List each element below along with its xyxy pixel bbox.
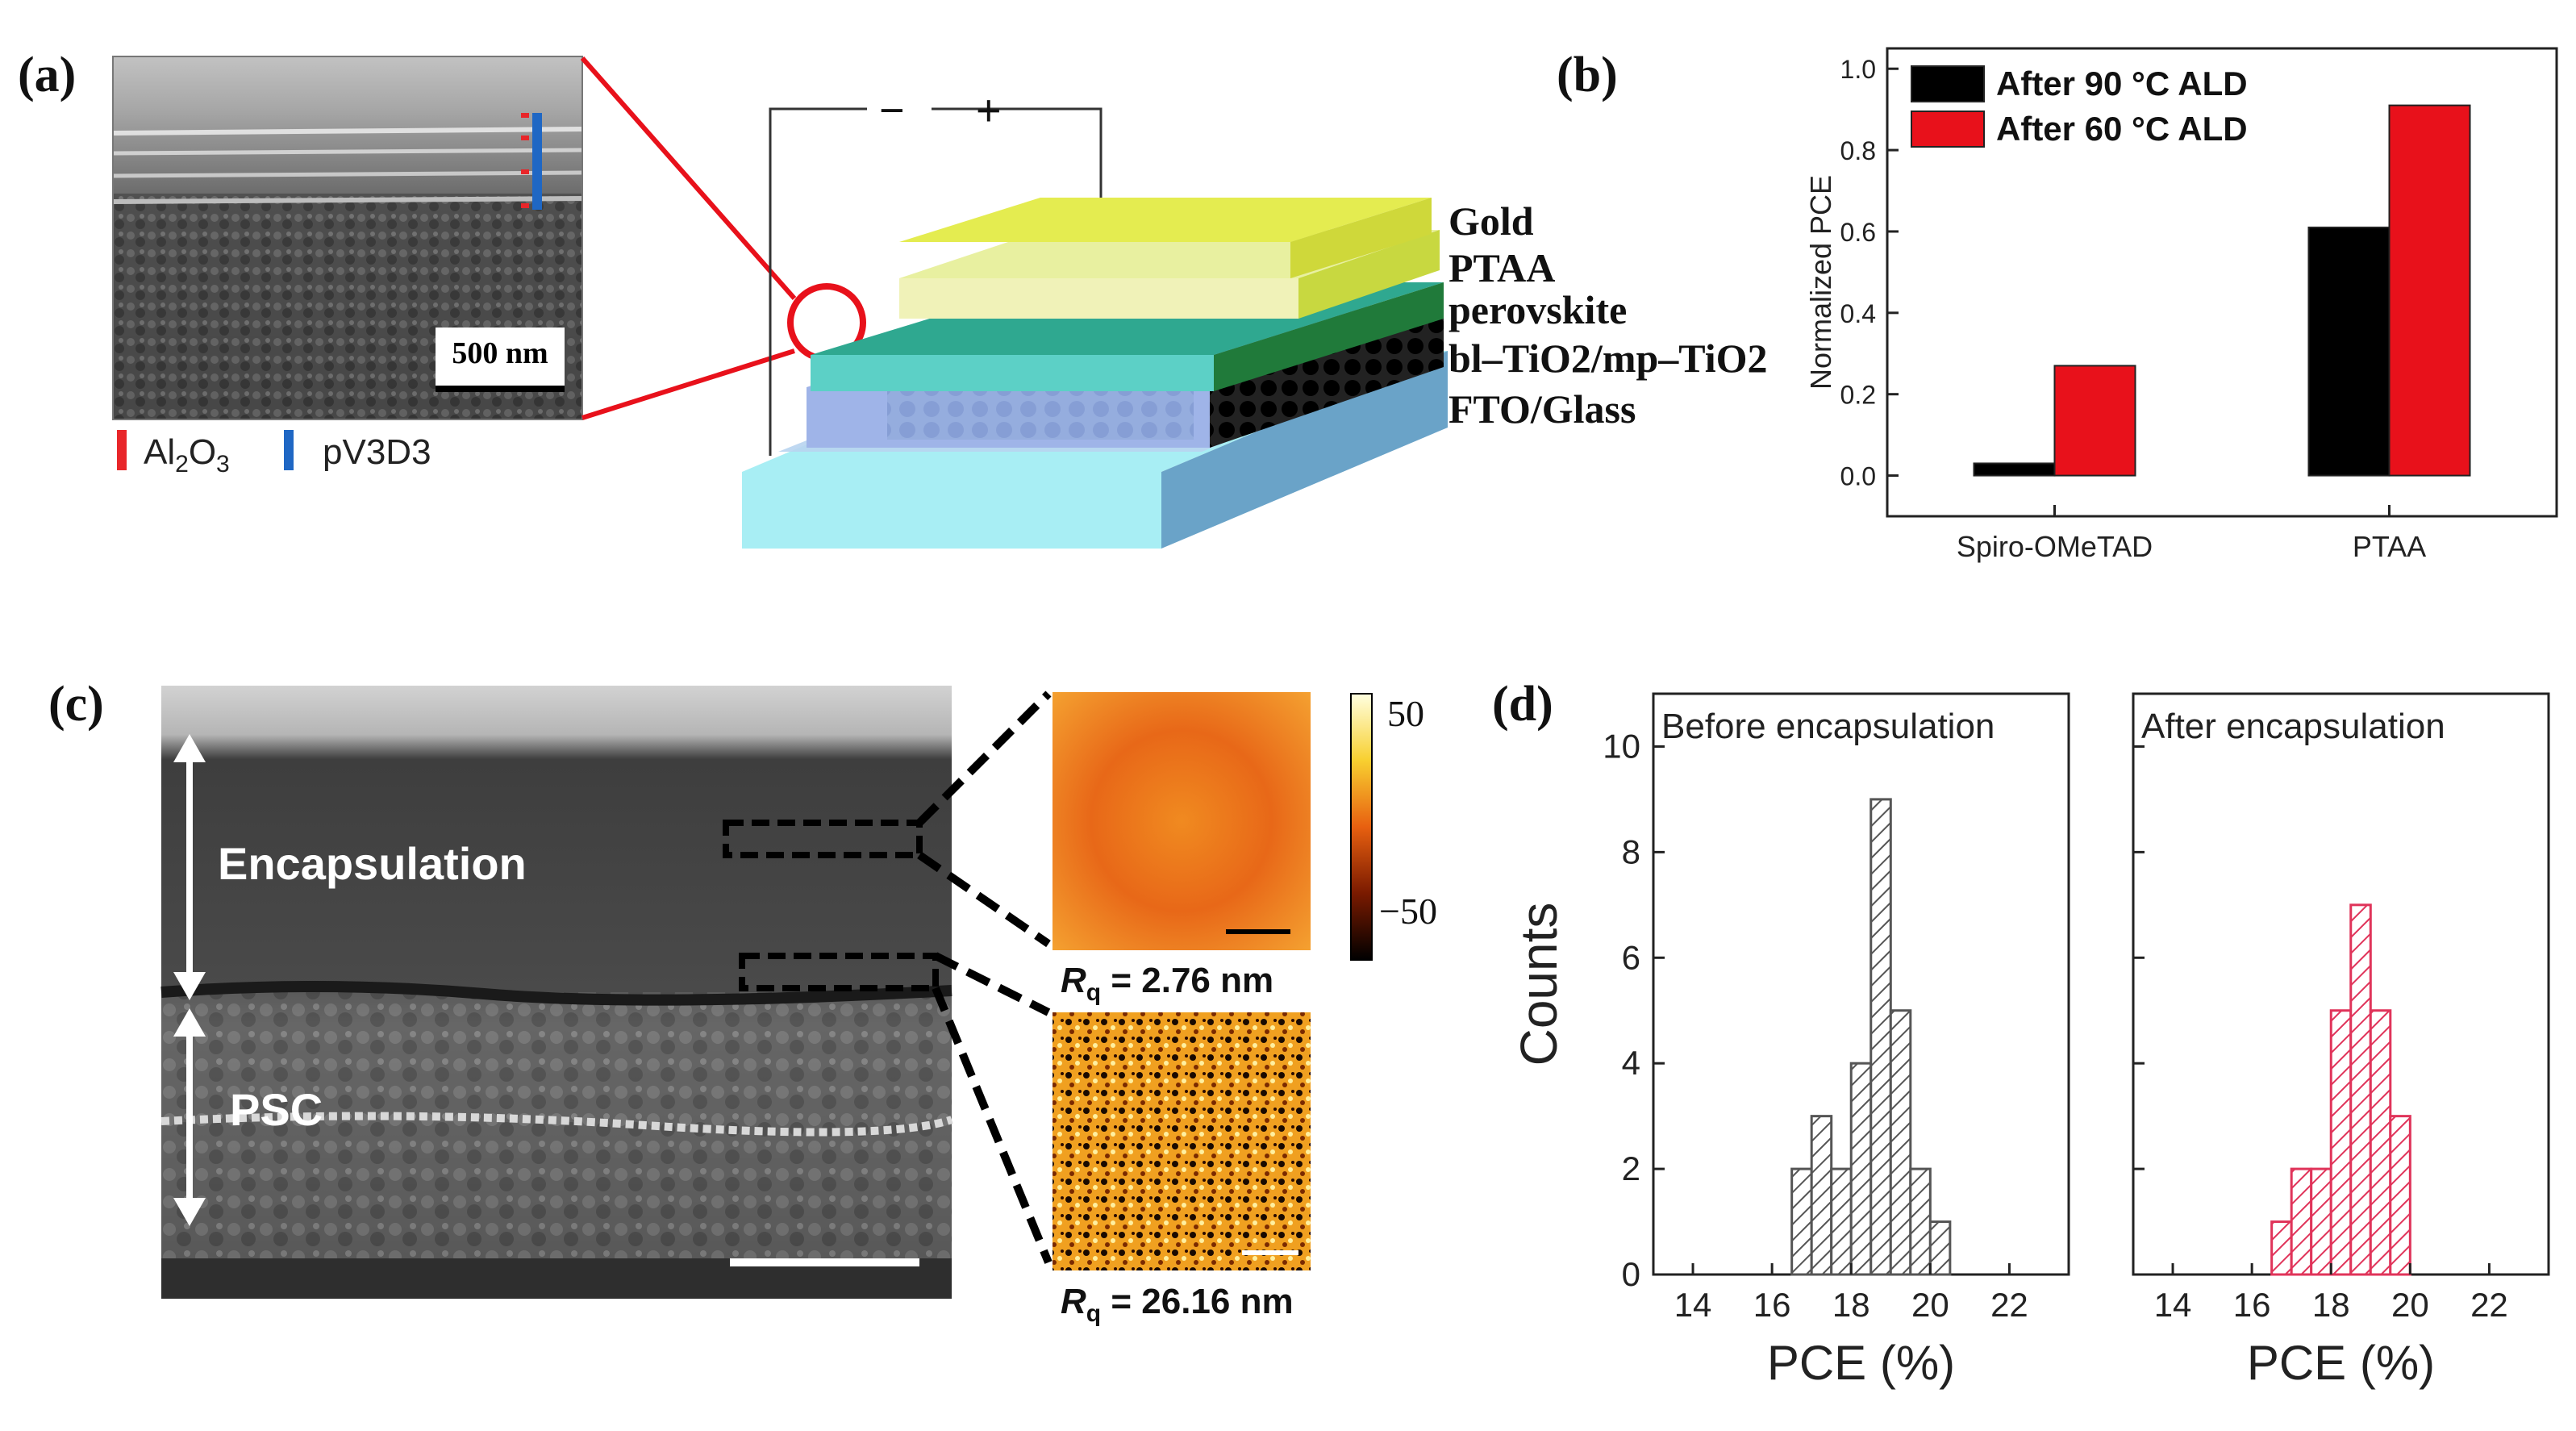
histogram-bar-before xyxy=(1810,1115,1833,1276)
histogram-title-after: After encapsulation xyxy=(2141,707,2445,746)
roi-box-encapsulation xyxy=(723,820,923,858)
y-tick-label-d: 4 xyxy=(1622,1044,1640,1082)
bar-after-90c xyxy=(2307,226,2391,477)
pv3d3-legend-label: pV3D3 xyxy=(323,432,431,472)
y-axis-label-d: Counts xyxy=(1510,903,1568,1066)
sem-cross-section-a: 500 nm xyxy=(112,56,583,420)
pv3d3-legend-swatch xyxy=(284,430,294,470)
histogram-title-before: Before encapsulation xyxy=(1661,707,1995,746)
legend-label-b: After 60 °C ALD xyxy=(1996,110,2248,148)
histogram-bar-before xyxy=(1909,1167,1932,1276)
psc-label: PSC xyxy=(230,1084,323,1135)
histogram-bar-before xyxy=(1869,798,1892,1276)
histogram-bar-after xyxy=(2310,1167,2332,1276)
bar-after-60c xyxy=(2053,365,2136,477)
device-stack xyxy=(742,198,1448,549)
x-tick-label-b: PTAA xyxy=(2353,530,2426,563)
colorbar-max-label: 50 xyxy=(1387,693,1424,734)
y-tick-label-b: 1.0 xyxy=(1840,55,1876,84)
y-tick-label-b: 0.6 xyxy=(1840,218,1876,247)
al2o3-legend-swatch xyxy=(117,430,127,470)
y-tick-label-b: 0.0 xyxy=(1840,462,1876,491)
bar-after-90c xyxy=(1973,462,2056,477)
legend-swatch-b xyxy=(1911,111,1985,148)
x-tick-label-d: 18 xyxy=(1832,1286,1870,1324)
al2o3-legend-label: Al2O3 xyxy=(144,432,230,478)
layer-label-gold: Gold xyxy=(1448,198,1534,244)
histogram-bar-after xyxy=(2270,1220,2293,1276)
y-tick-label-d: 0 xyxy=(1622,1255,1640,1293)
afm-image-psc xyxy=(1052,1012,1311,1270)
legend-label-b: After 90 °C ALD xyxy=(1996,65,2248,102)
y-tick-label-b: 0.2 xyxy=(1840,381,1876,410)
layer-label-ptaa: PTAA xyxy=(1448,245,1556,290)
histogram-bar-before xyxy=(1889,1009,1912,1276)
x-tick-label-d: 16 xyxy=(1753,1286,1791,1324)
y-tick-label-d: 10 xyxy=(1603,727,1640,765)
panel-label-b: (b) xyxy=(1557,48,1618,102)
layer-label-fto: FTO/Glass xyxy=(1448,386,1636,432)
x-tick-label-d: 20 xyxy=(1911,1286,1949,1324)
colorbar-min-label: −50 xyxy=(1379,891,1437,932)
terminal-plus: + xyxy=(976,86,1002,135)
bar-after-60c xyxy=(2388,104,2471,477)
legend-swatch-b xyxy=(1911,65,1985,102)
x-tick-label-b: Spiro-OMeTAD xyxy=(1957,530,2153,563)
panel-label-c: (c) xyxy=(48,677,104,732)
x-axis-label-after: PCE (%) xyxy=(2247,1336,2435,1390)
layer-label-perovskite: perovskite xyxy=(1448,287,1628,332)
y-tick-label-b: 0.8 xyxy=(1840,136,1876,165)
chart-b-frame xyxy=(1886,47,2558,518)
histogram-bar-after xyxy=(2389,1115,2411,1276)
histogram-bar-after xyxy=(2329,1009,2353,1276)
y-axis-label-b: Normalized PCE xyxy=(1804,175,1837,390)
rq-label-top: Rq = 2.76 nm xyxy=(1061,961,1273,1006)
y-tick-label-b: 0.4 xyxy=(1840,299,1876,328)
y-tick-label-d: 8 xyxy=(1622,832,1640,870)
pv3d3-marker xyxy=(532,113,542,210)
scale-bar-label-a: 500 nm xyxy=(452,336,548,370)
panel-d-histograms: Before encapsulation 14 16 18 20 22 PCE (%) 0 2 4… xyxy=(1510,692,2550,1390)
histogram-bar-before xyxy=(1928,1220,1952,1276)
histogram-bar-after xyxy=(2349,903,2372,1276)
histogram-bar-before xyxy=(1830,1167,1853,1276)
panel-a-legend: Al2O3 pV3D3 xyxy=(117,430,431,478)
x-tick-label-d: 22 xyxy=(2470,1286,2508,1324)
terminal-minus: − xyxy=(879,86,905,135)
panel-label-d: (d) xyxy=(1492,677,1553,732)
x-tick-label-d: 20 xyxy=(2391,1286,2429,1324)
panel-label-a: (a) xyxy=(18,48,77,102)
sem-cross-section-c: Encapsulation PSC xyxy=(160,686,953,1299)
encapsulation-label: Encapsulation xyxy=(218,838,527,889)
panel-c-figure: Encapsulation PSC Rq = 2.76 nm Rq = 26.1… xyxy=(160,686,1437,1327)
rq-label-bottom: Rq = 26.16 nm xyxy=(1061,1282,1294,1327)
x-axis-label-before: PCE (%) xyxy=(1767,1336,1955,1390)
layer-label-tio2: bl–TiO2/mp–TiO2 xyxy=(1448,336,1768,381)
afm-image-encapsulation xyxy=(1052,692,1311,950)
histogram-bar-before xyxy=(1849,1062,1873,1276)
histogram-bar-after xyxy=(2369,1009,2392,1276)
histogram-bar-before xyxy=(1790,1167,1813,1276)
panel-b-bar-chart: 0.0 0.2 0.4 0.6 0.8 1.0 Normalized PCE Spiro-OM… xyxy=(1804,47,2558,563)
x-tick-label-d: 14 xyxy=(1674,1286,1712,1324)
panel-a-figure: 500 nm Al2O3 pV3D3 − + xyxy=(112,56,1448,549)
roi-box-interface xyxy=(739,953,939,991)
y-tick-label-d: 6 xyxy=(1622,938,1640,976)
y-tick-label-d: 2 xyxy=(1622,1149,1640,1187)
x-tick-label-d: 16 xyxy=(2233,1286,2271,1324)
x-tick-label-d: 18 xyxy=(2312,1286,2350,1324)
x-tick-label-d: 14 xyxy=(2154,1286,2192,1324)
x-tick-label-d: 22 xyxy=(1990,1286,2028,1324)
afm-colorbar xyxy=(1350,693,1373,961)
histogram-bar-after xyxy=(2290,1167,2313,1276)
